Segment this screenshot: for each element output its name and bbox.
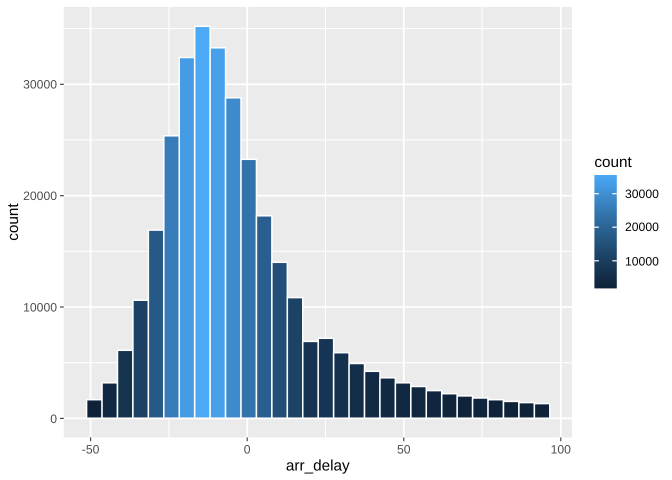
svg-text:-50: -50 [82, 442, 100, 456]
svg-text:count: count [5, 203, 22, 241]
svg-text:0: 0 [244, 442, 251, 456]
svg-text:20000: 20000 [625, 220, 659, 234]
svg-text:30000: 30000 [625, 187, 659, 201]
svg-text:20000: 20000 [23, 189, 57, 203]
svg-text:100: 100 [551, 442, 572, 456]
svg-text:10000: 10000 [23, 300, 57, 314]
svg-text:arr_delay: arr_delay [286, 458, 350, 475]
svg-text:50: 50 [397, 442, 411, 456]
svg-text:10000: 10000 [625, 254, 659, 268]
svg-text:0: 0 [50, 412, 57, 426]
svg-text:30000: 30000 [23, 78, 57, 92]
svg-text:count: count [594, 154, 632, 171]
